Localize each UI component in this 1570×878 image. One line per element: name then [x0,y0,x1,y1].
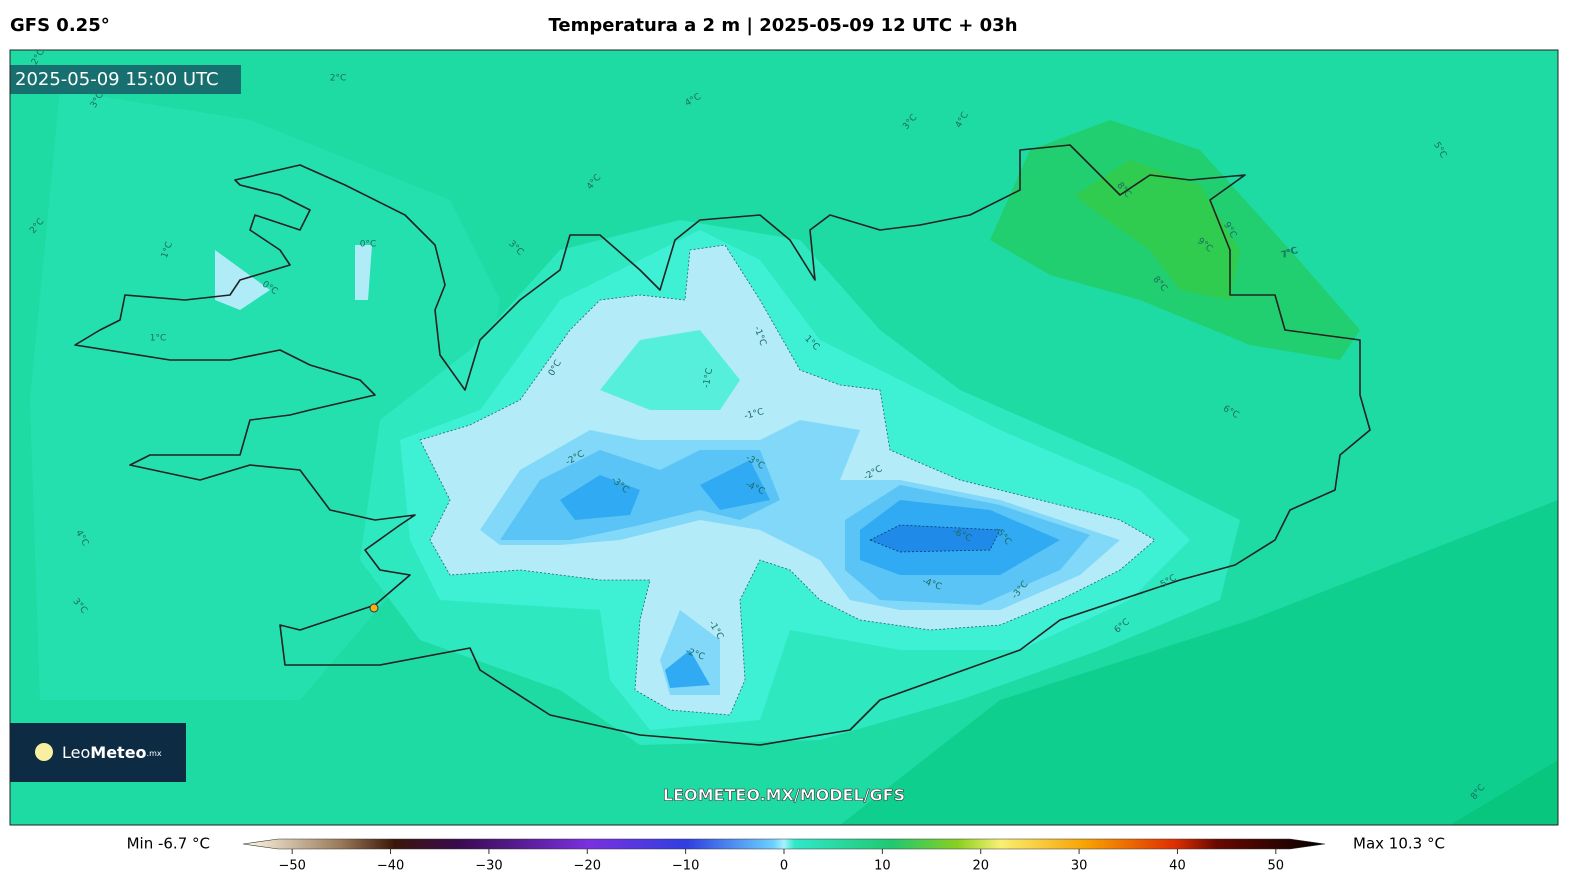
model-name: GFS 0.25° [10,15,110,36]
colorbar-tick-label: 30 [1071,859,1088,874]
min-label: Min -6.7 °C [127,835,210,853]
watermark: LEOMETEO.MX/MODEL/GFS [663,786,905,805]
colorbar [242,838,1326,850]
valid-time: 2025-05-09 15:00 UTC [15,69,219,90]
colorbar-tick-label: −40 [377,859,404,874]
logo-bold: Meteo [90,743,146,762]
contour-label: -1°C [743,407,765,422]
colorbar-tick-label: 40 [1169,859,1186,874]
contour-label: -1°C [702,367,715,388]
contour-label: 1°C [150,334,167,344]
colorbar-ticks: −50 −40 −30 −20 −10 0 10 20 30 40 50 [278,849,1284,874]
colorbar-tick-label: 0 [780,859,788,874]
map-title: Temperatura a 2 m | 2025-05-09 12 UTC + … [548,15,1017,36]
max-label: Max 10.3 °C [1353,835,1445,853]
logo-suffix: .mx [147,749,162,758]
colorbar-tick-label: −20 [574,859,601,874]
colorbar-tick-label: −10 [672,859,699,874]
map: 2°C2°C3°C 4°C3°C 4°C5°C4°C3°C2°C0°C0°C1°C 1… [10,50,1558,825]
time-box [10,65,241,94]
colorbar-tick-label: 20 [972,859,989,874]
logo-light: Leo [62,743,90,762]
colorbar-tick-label: 10 [874,859,891,874]
logo-text: LeoMeteo.mx [62,743,162,762]
contour-label: 0°C [360,240,377,250]
contour-label: 2°C [330,74,347,84]
colorbar-tick-label: −30 [475,859,502,874]
colorbar-tick-label: −50 [278,859,305,874]
colorbar-tick-label: 50 [1268,859,1285,874]
logo-sun [35,743,53,761]
